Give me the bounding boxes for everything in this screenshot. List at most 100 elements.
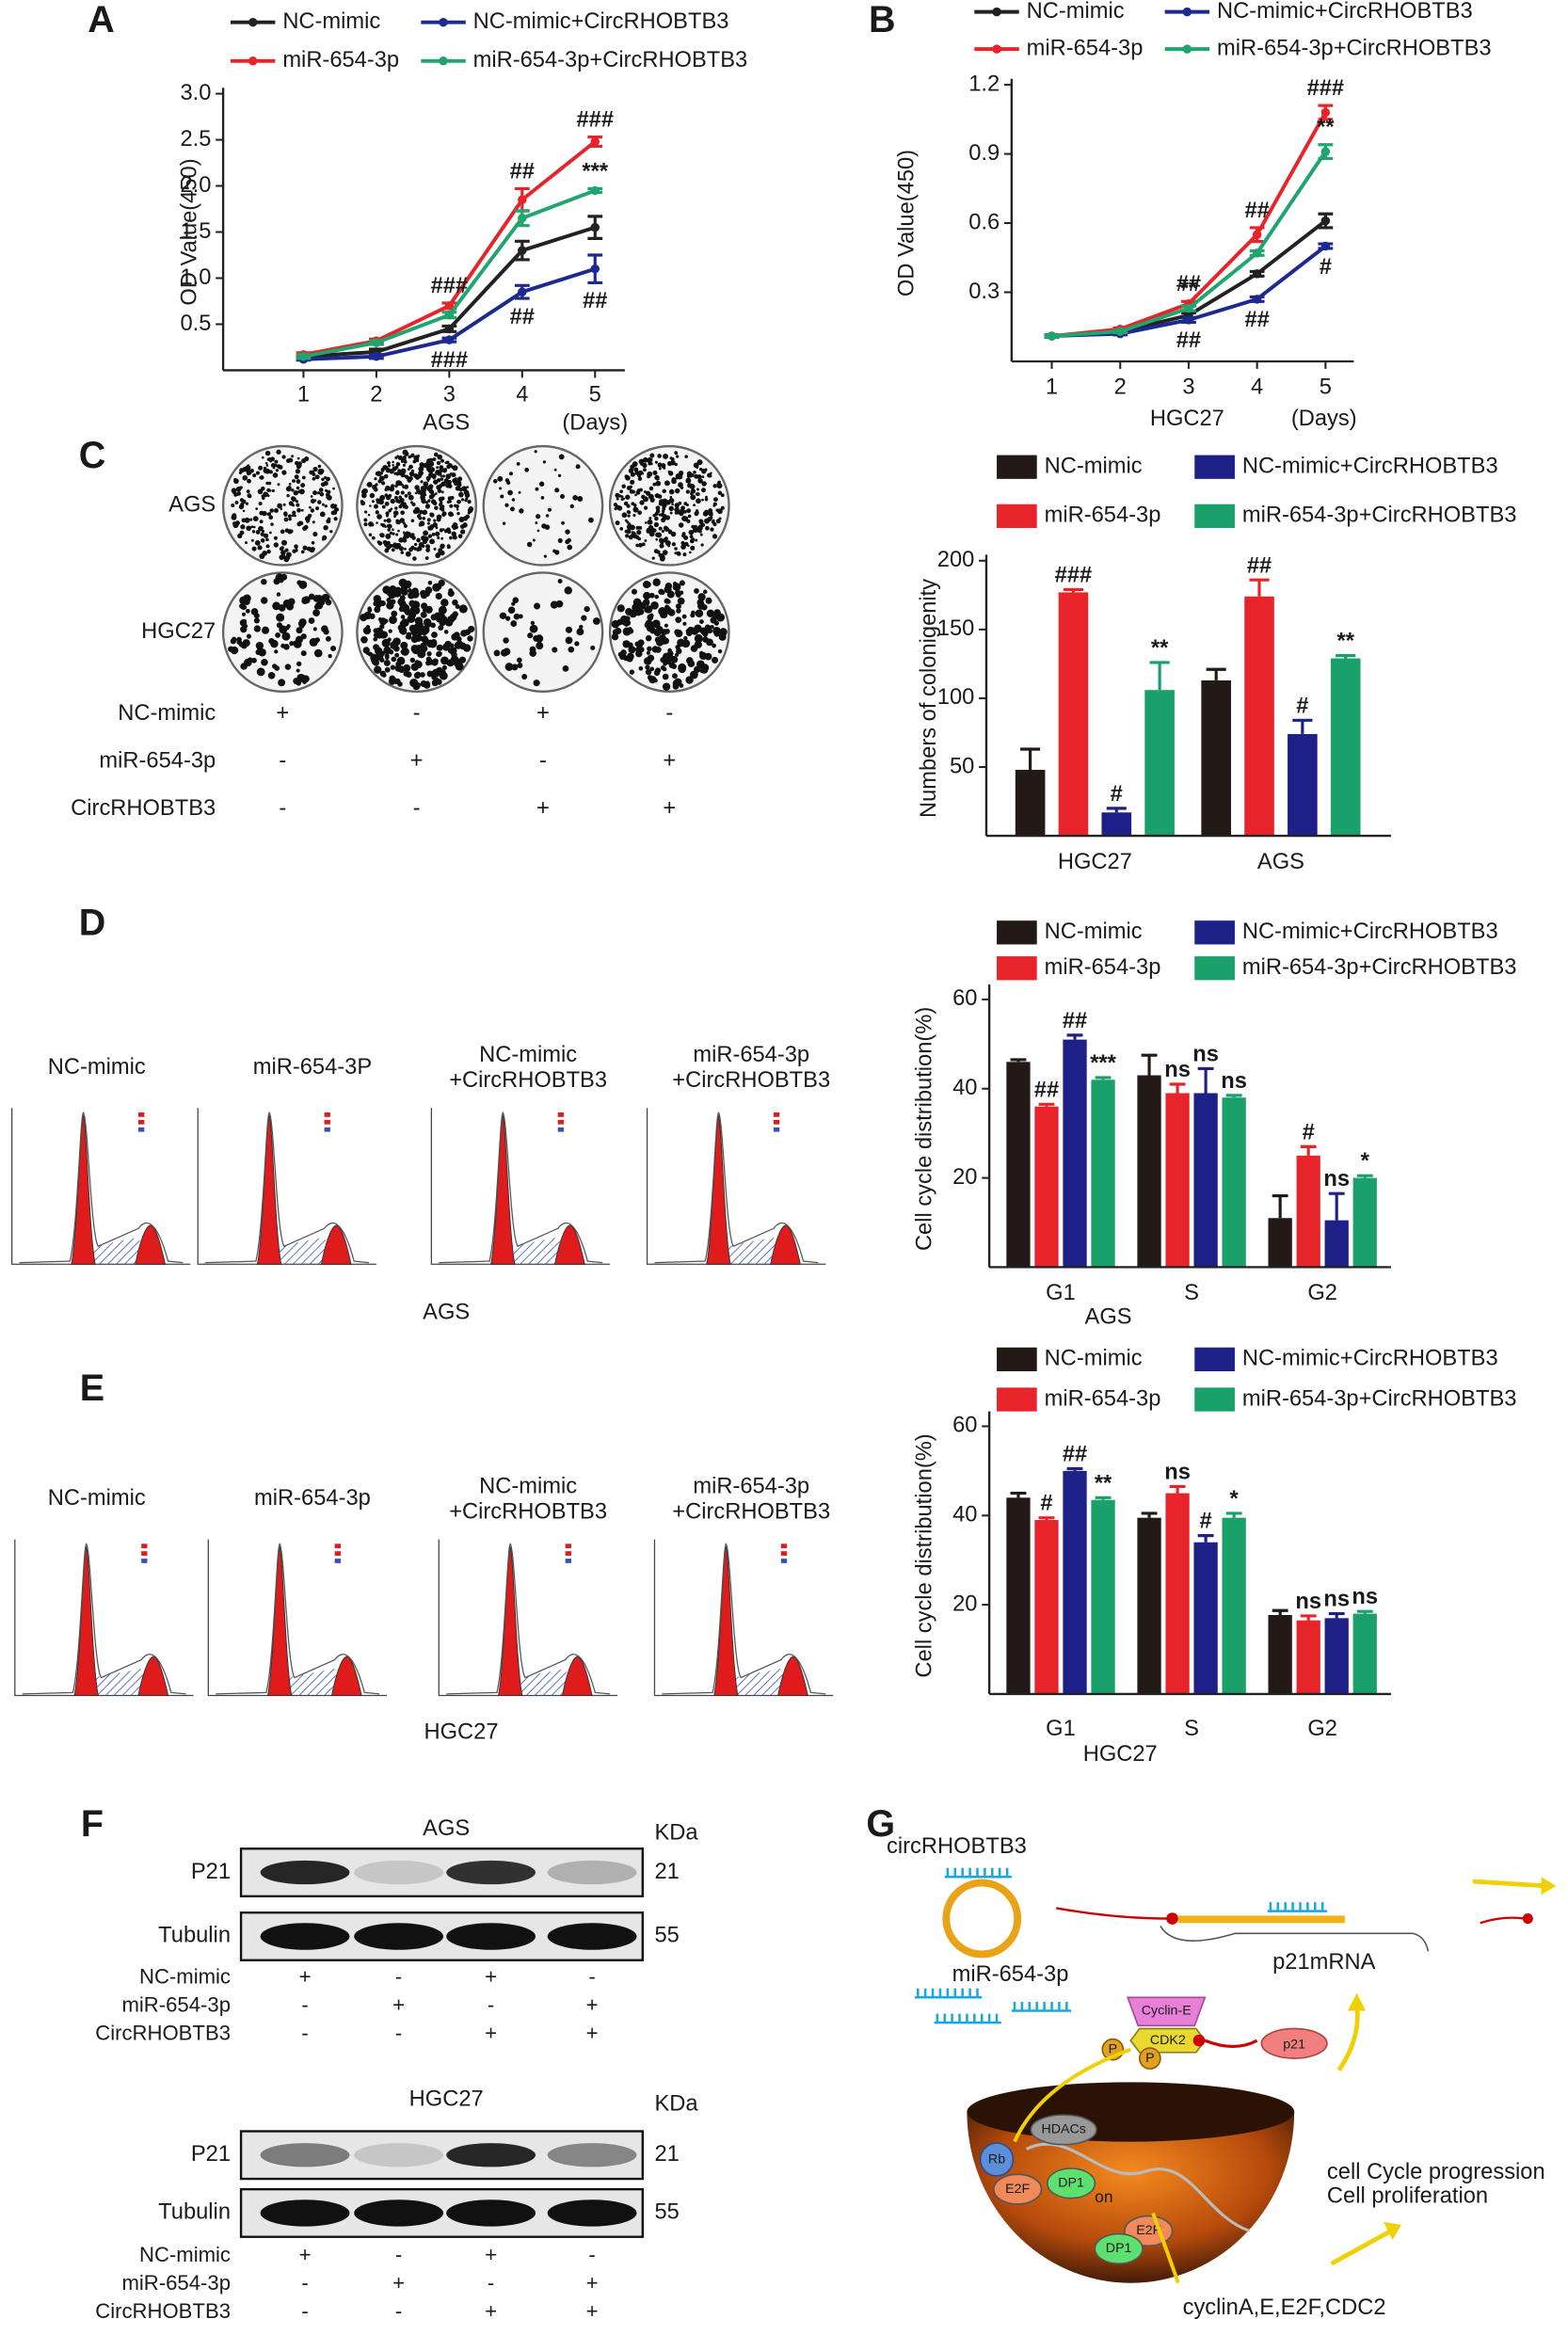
colony-dot bbox=[463, 489, 470, 495]
significance-label: ns bbox=[1164, 1461, 1191, 1485]
colony-dot bbox=[701, 603, 708, 611]
colony-dot bbox=[259, 475, 264, 480]
blot-band bbox=[547, 2143, 637, 2167]
colony-dot bbox=[446, 527, 451, 533]
colony-dot bbox=[658, 588, 664, 595]
colony-dot bbox=[701, 469, 707, 474]
legend-swatch bbox=[997, 504, 1037, 528]
colony-dot bbox=[412, 459, 417, 464]
colony-dot bbox=[642, 456, 648, 463]
colony-dot bbox=[430, 639, 438, 646]
colony-dot bbox=[526, 541, 533, 548]
colony-dot bbox=[671, 478, 677, 485]
colony-dot bbox=[693, 471, 696, 474]
colony-dot bbox=[246, 525, 251, 532]
flow-legend-key bbox=[780, 1551, 788, 1556]
significance-label: ns bbox=[1295, 1590, 1321, 1614]
error-bar bbox=[1225, 1511, 1242, 1518]
colony-dot bbox=[625, 494, 631, 500]
colony-dot bbox=[315, 595, 323, 603]
colony-dot bbox=[267, 671, 276, 680]
data-point bbox=[1320, 216, 1331, 226]
colony-dot bbox=[683, 502, 688, 506]
colony-dot bbox=[276, 622, 283, 629]
colony-dot bbox=[413, 681, 421, 689]
bar bbox=[1006, 1497, 1031, 1694]
colony-dot bbox=[565, 539, 570, 545]
colony-dot bbox=[715, 519, 721, 524]
colony-dot bbox=[688, 529, 695, 536]
flow-legend-key bbox=[334, 1559, 341, 1563]
x-tick-label: 5 bbox=[1320, 376, 1332, 400]
colony-dot bbox=[710, 527, 714, 532]
x-tick-label: 4 bbox=[516, 383, 528, 408]
colony-dot bbox=[383, 646, 392, 655]
p21-link bbox=[1204, 2039, 1258, 2049]
colony-dot bbox=[289, 529, 294, 534]
colony-dot bbox=[294, 490, 298, 495]
colony-dot bbox=[510, 620, 518, 627]
colony-dot bbox=[557, 537, 563, 543]
colony-dot bbox=[534, 602, 541, 610]
colony-dot bbox=[705, 525, 710, 531]
colony-dot bbox=[384, 666, 391, 673]
colony-dot bbox=[655, 537, 658, 541]
colony-dot bbox=[273, 578, 280, 585]
colony-dot bbox=[426, 479, 430, 483]
colony-dot bbox=[398, 546, 404, 552]
colony-dot bbox=[648, 517, 652, 520]
error-bar bbox=[1272, 1608, 1288, 1615]
data-point bbox=[590, 185, 600, 196]
colony-dot bbox=[712, 643, 716, 648]
colony-dot bbox=[281, 632, 291, 641]
colony-dot bbox=[384, 501, 390, 506]
colony-dot bbox=[402, 505, 407, 509]
diagram-label: miR-654-3p bbox=[952, 1962, 1069, 1987]
colony-dot bbox=[381, 481, 386, 486]
colony-dot bbox=[437, 454, 442, 460]
colony-dot bbox=[298, 488, 304, 494]
colony-dot bbox=[663, 525, 668, 531]
colony-dot bbox=[275, 632, 280, 638]
colony-dot bbox=[283, 511, 288, 516]
colony-dot bbox=[511, 601, 516, 606]
colony-dot bbox=[695, 609, 704, 618]
colony-dot bbox=[235, 636, 242, 643]
colony-dot bbox=[674, 547, 678, 551]
colony-dot bbox=[439, 618, 447, 627]
colony-dot bbox=[705, 495, 708, 499]
colony-dot bbox=[676, 648, 682, 655]
colony-dot bbox=[617, 494, 622, 498]
cdk2 bbox=[1129, 2027, 1207, 2054]
colony-dot bbox=[317, 491, 321, 495]
significance-label: ### bbox=[1307, 76, 1345, 101]
colony-dot bbox=[671, 503, 674, 506]
colony-dot bbox=[408, 624, 417, 632]
colony-dot bbox=[412, 508, 419, 515]
flow-title: NC-mimic bbox=[48, 1486, 146, 1511]
significance-label: ### bbox=[576, 107, 614, 132]
colony-dot bbox=[275, 469, 280, 472]
colony-dot bbox=[436, 460, 441, 466]
colony-dot bbox=[333, 506, 339, 512]
flow-caption: HGC27 bbox=[424, 1719, 498, 1744]
colony-dot bbox=[283, 556, 290, 563]
colony-dot bbox=[291, 496, 296, 503]
colony-dot bbox=[435, 492, 438, 495]
colony-dot bbox=[452, 465, 458, 472]
colony-dot bbox=[312, 470, 315, 473]
colony-dot bbox=[327, 494, 332, 501]
colony-dot bbox=[317, 464, 322, 469]
colony-dot bbox=[624, 519, 628, 522]
colony-dot bbox=[430, 622, 436, 629]
colony-dot bbox=[696, 498, 701, 504]
colony-dot bbox=[576, 628, 584, 636]
colony-dot bbox=[413, 472, 418, 478]
data-point bbox=[444, 335, 455, 344]
data-point bbox=[444, 310, 455, 320]
colony-dot bbox=[259, 526, 264, 531]
colony-dot bbox=[435, 592, 442, 600]
colony-dot bbox=[388, 629, 392, 633]
colony-dot bbox=[670, 531, 677, 537]
colony-dot bbox=[423, 481, 429, 488]
